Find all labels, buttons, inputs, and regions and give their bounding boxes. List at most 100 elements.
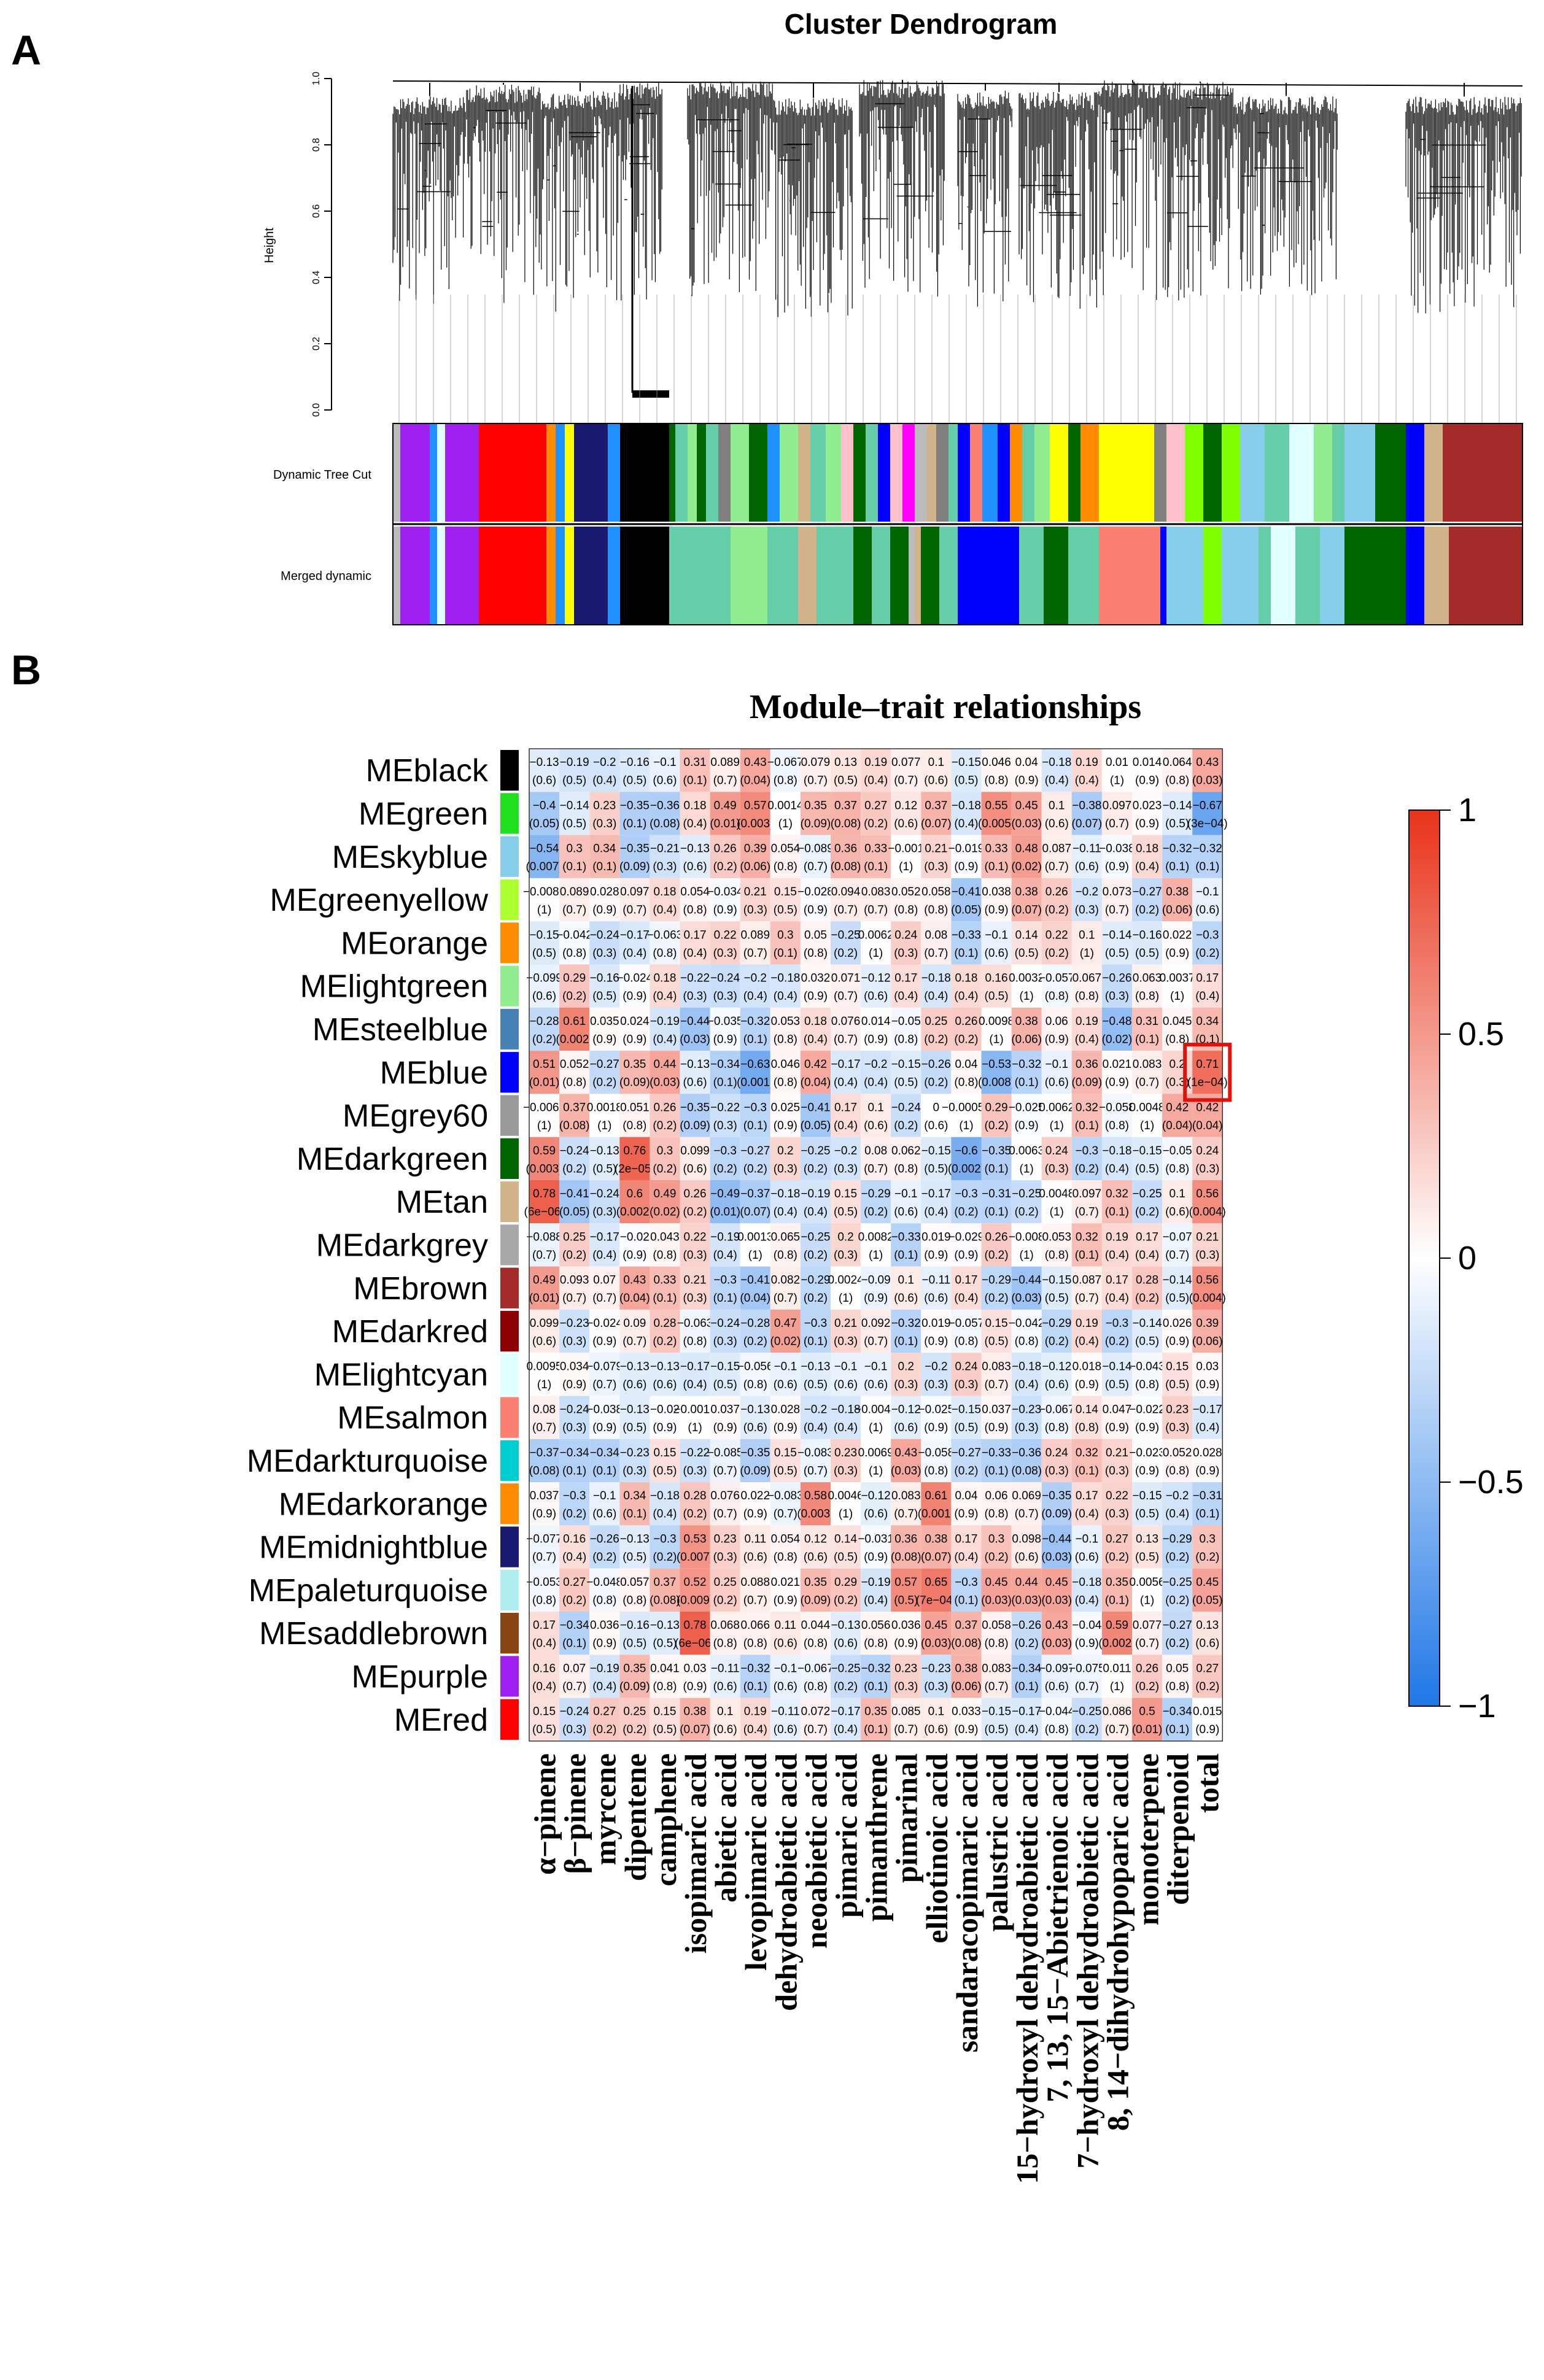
cell-pvalue: (0.4) xyxy=(532,1637,556,1650)
cell-pvalue: (0.03) xyxy=(1011,1292,1042,1305)
cell-pvalue: (0.1) xyxy=(592,860,616,873)
row-label: MElightcyan xyxy=(314,1357,488,1393)
cell-pvalue: (0.3) xyxy=(834,1464,858,1477)
cell-pvalue: (0.4) xyxy=(743,990,767,1003)
cell-correlation: −0.24 xyxy=(560,1145,590,1157)
cell-pvalue: (0.5) xyxy=(1165,1378,1189,1391)
dynamic-tree-cut-segment xyxy=(1424,423,1443,522)
cell-pvalue: (0.9) xyxy=(1165,947,1189,960)
cell-correlation: 0.19 xyxy=(864,756,887,769)
cell-correlation: 0.57 xyxy=(744,799,767,812)
heatmap-cell xyxy=(1101,835,1132,878)
row-color-swatch xyxy=(500,1267,519,1308)
cell-correlation: 0.43 xyxy=(744,756,767,769)
cell-correlation: 0.47 xyxy=(774,1317,797,1330)
cell-pvalue: (0.3) xyxy=(894,1680,918,1693)
cell-pvalue: (0.06) xyxy=(1011,1033,1042,1046)
cell-correlation: 0.071 xyxy=(831,972,861,985)
cell-correlation: −0.34 xyxy=(710,1058,740,1071)
heatmap-cell xyxy=(951,792,982,835)
heatmap-cell xyxy=(559,1094,590,1137)
cell-pvalue: (0.4) xyxy=(804,1421,828,1434)
cell-pvalue: (0.2) xyxy=(743,1335,767,1348)
heatmap-cell xyxy=(650,1051,680,1094)
cell-pvalue: (0.4) xyxy=(834,1421,858,1434)
cell-pvalue: (0.3) xyxy=(1195,1249,1219,1262)
cell-pvalue: (0.9) xyxy=(743,1508,767,1521)
cell-pvalue: (0.1) xyxy=(592,1464,616,1477)
cell-correlation: 0.0062 xyxy=(1039,1102,1074,1115)
cell-pvalue: (0.5) xyxy=(1165,1292,1189,1305)
cell-correlation: −0.099 xyxy=(526,972,562,985)
merged-dynamic-segment xyxy=(1424,527,1449,625)
row-color-swatch xyxy=(500,1138,519,1179)
cell-correlation: −0.07 xyxy=(1163,1231,1192,1243)
heatmap-cell xyxy=(529,1180,560,1224)
cell-correlation: −0.2 xyxy=(1166,1489,1189,1502)
cell-pvalue: (0.05) xyxy=(529,817,560,830)
dynamic-tree-cut-segment xyxy=(927,423,936,522)
cell-pvalue: (0.1) xyxy=(954,947,978,960)
heatmap-cell xyxy=(650,964,680,1008)
cell-correlation: −0.019 xyxy=(949,843,985,856)
cell-pvalue: (1) xyxy=(597,1119,611,1132)
cell-correlation: 0.49 xyxy=(653,1188,676,1200)
cell-correlation: 0.1 xyxy=(717,1706,733,1718)
cell-pvalue: (1) xyxy=(1170,990,1184,1003)
cell-pvalue: (0.09) xyxy=(619,860,650,873)
cell-pvalue: (0.2) xyxy=(1075,1723,1099,1736)
dynamic-tree-cut-segment xyxy=(998,423,1010,522)
heatmap-cell xyxy=(710,1051,740,1094)
cell-pvalue: (0.2) xyxy=(985,1249,1009,1262)
cell-pvalue: (0.3) xyxy=(1195,1162,1219,1175)
heatmap-cell xyxy=(831,921,861,965)
cell-pvalue: (0.4) xyxy=(1075,1594,1099,1607)
cell-correlation: 0.1 xyxy=(1079,929,1095,941)
cell-pvalue: (0.4) xyxy=(1105,1162,1129,1175)
cell-correlation: 0.072 xyxy=(801,1706,831,1718)
cell-pvalue: (0.8) xyxy=(562,947,586,960)
merged-dynamic-segment xyxy=(1271,527,1295,625)
cell-pvalue: (0.4) xyxy=(924,1206,948,1219)
cell-pvalue: (0.6) xyxy=(1045,1378,1069,1391)
dynamic-tree-cut-segment xyxy=(393,423,400,522)
cell-correlation: 0.0046 xyxy=(828,1489,863,1502)
cell-correlation: 0.077 xyxy=(891,756,921,769)
row-color-swatch xyxy=(500,1224,519,1265)
cell-correlation: −0.038 xyxy=(586,1404,623,1416)
heatmap-cell xyxy=(861,1180,891,1224)
heatmap-cell xyxy=(529,1051,560,1094)
cell-correlation: −0.13 xyxy=(620,1533,650,1546)
heatmap-cell xyxy=(619,878,650,922)
cell-pvalue: (0.2) xyxy=(1045,904,1069,917)
heatmap-cell xyxy=(770,835,801,878)
cell-correlation: 0.35 xyxy=(804,799,827,812)
cell-pvalue: (0.6) xyxy=(683,860,707,873)
dynamic-tree-cut-segment xyxy=(958,423,970,522)
heatmap-cell xyxy=(680,835,710,878)
cell-pvalue: (0.04) xyxy=(1162,1119,1193,1132)
cell-pvalue: (0.9) xyxy=(562,1378,586,1391)
row-label: MEsteelblue xyxy=(312,1012,488,1048)
heatmap-cell xyxy=(981,835,1012,878)
cell-correlation: 0.16 xyxy=(533,1662,556,1675)
column-label: 7−hydroxyl dehydroabietic acid xyxy=(1070,1753,1104,2169)
cell-correlation: −0.1 xyxy=(834,1360,858,1373)
cell-pvalue: (0.8) xyxy=(864,1637,888,1650)
cell-pvalue: (0.9) xyxy=(1195,1723,1219,1736)
cell-correlation: −0.16 xyxy=(590,972,619,985)
cell-pvalue: (0.6) xyxy=(985,947,1009,960)
heatmap-cell xyxy=(951,878,982,922)
cell-pvalue: (0.4) xyxy=(683,1378,707,1391)
track-label-dynamic: Dynamic Tree Cut xyxy=(273,468,371,482)
dendrogram-top-branch xyxy=(392,80,1523,87)
cell-correlation: 0.18 xyxy=(653,886,676,898)
cell-correlation: 0.35 xyxy=(623,1662,646,1675)
cell-correlation: −0.022 xyxy=(1129,1404,1165,1416)
cell-correlation: −0.043 xyxy=(1129,1360,1165,1373)
cell-correlation: 0.11 xyxy=(775,1619,797,1632)
heatmap-cell xyxy=(1132,878,1163,922)
cell-pvalue: (0.3) xyxy=(562,1335,586,1348)
heatmap-cell xyxy=(1101,1137,1132,1180)
cell-pvalue: (0.9) xyxy=(713,904,737,917)
